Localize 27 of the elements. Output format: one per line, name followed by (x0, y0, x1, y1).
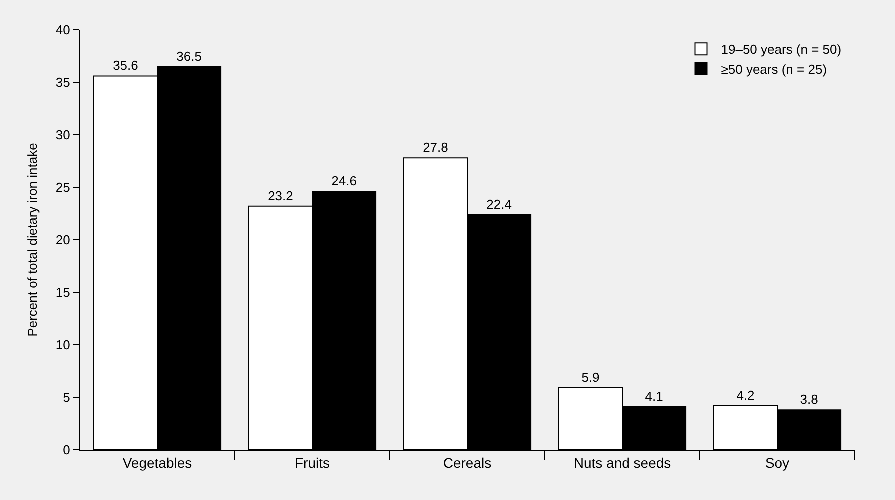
y-tick-label: 30 (56, 128, 70, 143)
y-axis-title: Percent of total dietary iron intake (24, 143, 40, 337)
y-tick-label: 35 (56, 75, 70, 90)
data-label: 36.5 (176, 48, 202, 64)
x-tick-label: Cereals (443, 454, 492, 471)
data-label: 22.4 (486, 196, 512, 212)
data-label: 35.6 (113, 58, 138, 74)
legend-label: 19–50 years (n = 50) (721, 42, 842, 58)
legend-label: ≥50 years (n = 25) (721, 62, 828, 78)
data-label: 3.8 (800, 392, 818, 408)
x-tick-label: Fruits (295, 454, 330, 471)
y-tick-label: 10 (56, 338, 70, 353)
x-tick-label: Soy (765, 454, 790, 471)
y-tick-label: 5 (63, 390, 70, 406)
data-label: 24.6 (332, 174, 357, 189)
y-tick-label: 0 (63, 442, 70, 458)
data-label: 4.2 (736, 388, 755, 403)
data-label: 23.2 (268, 188, 294, 204)
data-label: 27.8 (423, 140, 448, 156)
x-tick-label: Vegetables (122, 454, 192, 471)
y-tick-label: 40 (56, 22, 70, 38)
data-label: 4.1 (645, 388, 664, 404)
y-tick-label: 25 (56, 180, 70, 196)
y-tick-label: 15 (56, 285, 70, 300)
x-tick-label: Nuts and seeds (574, 454, 672, 471)
y-tick-label: 20 (56, 232, 70, 248)
data-label: 5.9 (582, 370, 600, 386)
